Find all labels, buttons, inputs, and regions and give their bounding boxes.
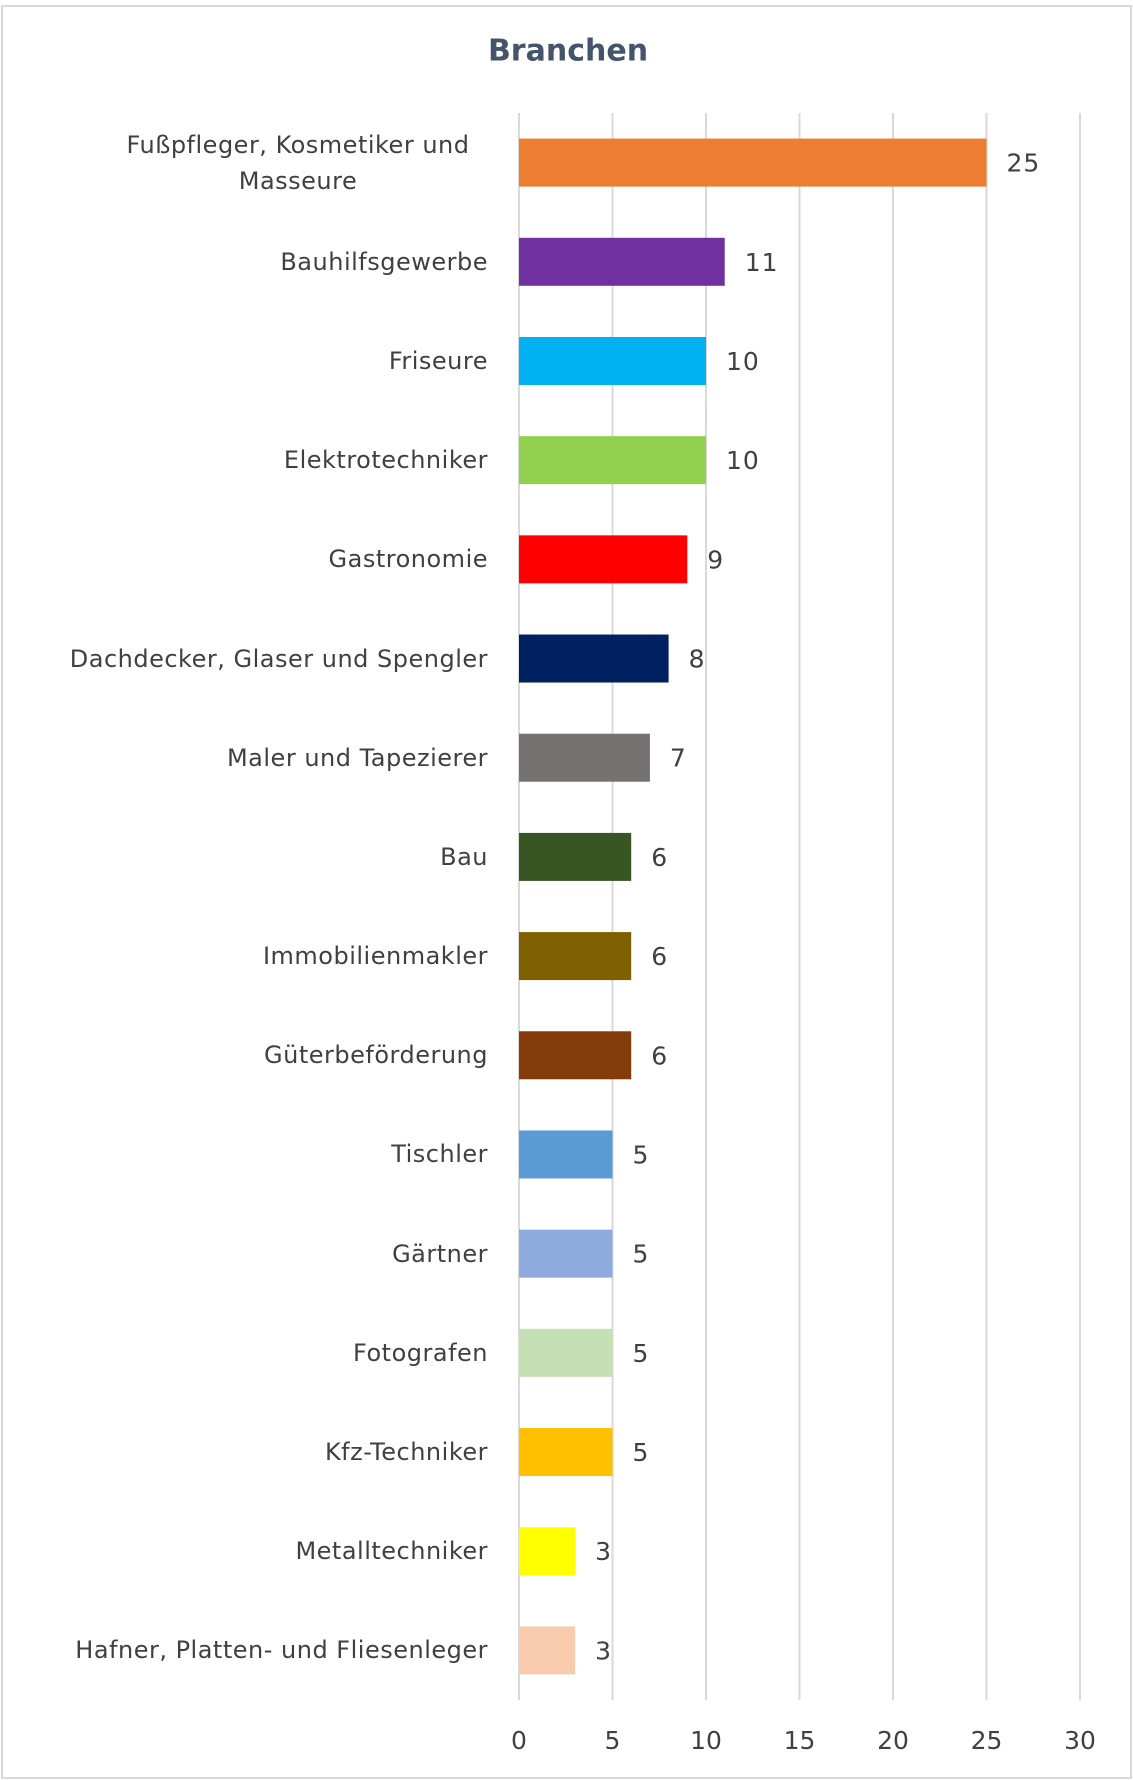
value-label: 6 [651,843,668,872]
value-label: 5 [633,1240,650,1269]
x-tick-label: 0 [511,1726,527,1755]
bar [519,832,632,881]
y-tick-label: Bauhilfsgewerbe [280,247,488,276]
y-tick-label: Fotografen [353,1338,488,1367]
bar [519,535,688,584]
value-label: 3 [595,1537,612,1566]
bar [519,1428,613,1477]
value-label: 6 [651,942,668,971]
y-tick-label: Gärtner [392,1239,488,1268]
value-label: 5 [633,1339,650,1368]
bar [519,138,987,187]
y-tick-label: Friseure [388,346,488,375]
y-tick-label: Dachdecker, Glaser und Spengler [69,644,488,673]
value-label: 10 [726,347,760,376]
y-tick-label: Immobilienmakler [262,942,488,971]
y-tick-label: Hafner, Platten- und Fliesenleger [75,1636,488,1665]
y-tick-label: Metalltechniker [295,1537,488,1566]
bar [519,436,706,485]
bar [519,1626,576,1675]
value-label: 11 [745,248,779,277]
bar [519,1229,613,1278]
y-tick-label: Kfz-Techniker [324,1438,488,1467]
x-tick-label: 20 [877,1726,909,1755]
x-tick-label: 10 [690,1726,722,1755]
value-label: 10 [726,446,760,475]
bar [519,237,725,286]
bar [519,336,706,385]
y-tick-label: Bau [440,842,488,871]
y-tick-label: Güterbeförderung [264,1041,488,1070]
value-label: 9 [707,545,724,574]
value-label: 25 [1007,149,1041,178]
bar [519,733,650,782]
value-label: 6 [651,1041,668,1070]
x-tick-label: 30 [1064,1726,1096,1755]
bar [519,1527,576,1576]
y-tick-label: Tischler [391,1140,488,1169]
x-tick-label: 15 [784,1726,816,1755]
x-tick-label: 25 [971,1726,1003,1755]
bar [519,1328,613,1377]
bar [519,932,632,981]
value-label: 3 [595,1636,612,1665]
value-label: 8 [689,645,706,674]
y-tick-label: Gastronomie [328,545,488,574]
y-tick-label: Elektrotechniker [283,446,488,475]
x-tick-label: 5 [605,1726,621,1755]
bar [519,1031,632,1080]
bar [519,1130,613,1179]
value-label: 7 [670,744,687,773]
bar [519,634,669,683]
value-label: 5 [633,1438,650,1467]
y-tick-label: Maler und Tapezierer [226,743,488,772]
chart-title: Branchen [488,34,648,69]
chart-border [1,5,1132,1779]
y-tick-label: Fußpfleger, Kosmetiker und Masseure [126,130,470,195]
value-label: 5 [633,1140,650,1169]
